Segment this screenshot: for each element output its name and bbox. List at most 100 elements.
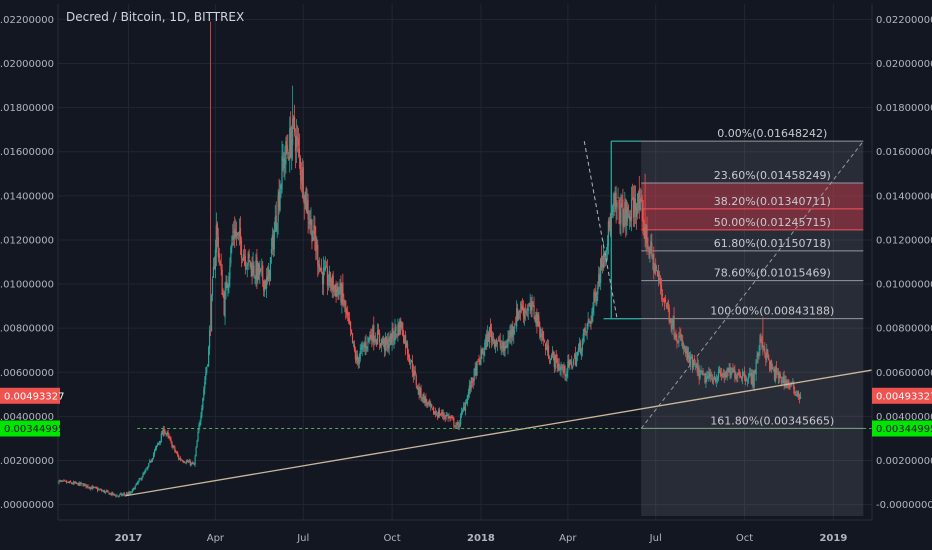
support-price-badge-bg [0, 420, 60, 437]
candle-body [655, 263, 657, 272]
candle-body [419, 387, 421, 396]
candle-body [149, 460, 151, 463]
candle-body [595, 292, 597, 301]
candle-body [666, 302, 668, 305]
candle-body [465, 403, 468, 405]
candle-body [766, 349, 768, 358]
candle-body [355, 356, 357, 361]
candle-body [401, 323, 403, 328]
candle-body [524, 309, 526, 313]
candle-body [696, 362, 698, 373]
candle-body [130, 492, 132, 494]
candle-body [71, 483, 74, 485]
candle-body [187, 461, 189, 463]
candle-body [727, 369, 729, 371]
candle-body [587, 320, 589, 327]
candle-body [436, 414, 439, 418]
candle-body [331, 276, 333, 290]
candle-body [438, 410, 441, 416]
candle-body [282, 159, 284, 161]
candle-body [673, 315, 675, 337]
candle-body [606, 243, 609, 251]
candle-body [396, 333, 398, 335]
candle-body [330, 286, 332, 288]
x-tick-label: 2017 [115, 533, 143, 544]
candle-body [600, 258, 602, 283]
candle-body [317, 244, 319, 266]
candle-body [105, 490, 107, 492]
candle-body [88, 487, 90, 489]
candle-body [265, 280, 267, 289]
candle-body [498, 338, 500, 340]
candle-body [429, 400, 431, 406]
candle-body [527, 308, 529, 311]
candle-body [711, 377, 713, 379]
candle-body [87, 484, 89, 488]
candle-body [676, 339, 678, 343]
candle-body [496, 342, 498, 345]
candle-body [686, 350, 688, 355]
candle-body [140, 478, 142, 480]
candle-body [695, 364, 697, 366]
candle-body [206, 366, 208, 374]
candle-body [230, 247, 232, 264]
candle-body [372, 326, 374, 342]
candle-body [84, 483, 86, 485]
candle-body [77, 483, 79, 486]
last-price-badge-bg [872, 387, 932, 404]
candle-body [689, 356, 692, 365]
candle-body [511, 325, 513, 338]
candle-body [518, 310, 521, 312]
candle-body [278, 192, 280, 208]
drawings[interactable] [125, 140, 873, 497]
fib-level-label: 61.80%(0.01150718) [714, 237, 831, 250]
candle-body [246, 265, 248, 267]
candle-body [607, 221, 609, 247]
candle-body [378, 333, 381, 343]
fibonacci-retracement[interactable]: 0.00%(0.01648242) 23.60%(0.01458249) 38.20… [611, 127, 864, 517]
candle-body [742, 371, 745, 373]
candle-body [128, 492, 131, 494]
candle-body [686, 348, 689, 360]
candle-body [76, 482, 78, 484]
candle-body [651, 243, 653, 257]
candle-body [531, 300, 533, 310]
candle-body [667, 300, 669, 310]
candle-body [718, 369, 721, 373]
candle-body [576, 352, 579, 357]
candle-body [386, 339, 388, 345]
candle-body [302, 167, 304, 200]
candle-body [580, 350, 582, 356]
candle-body [360, 347, 362, 350]
candle-body [207, 364, 209, 366]
candle-body [787, 382, 789, 384]
candle-body [59, 480, 61, 482]
candle-body [664, 298, 666, 303]
candle-body [395, 326, 397, 332]
candle-body [365, 342, 367, 349]
candle-body [510, 330, 512, 336]
candle-body [305, 187, 307, 210]
candle-body [755, 359, 757, 375]
candle-body [768, 355, 770, 361]
candle-body [500, 346, 502, 349]
support-price-badge: 0.00344995 [876, 424, 932, 435]
candle-body [180, 458, 182, 460]
candle-body [299, 157, 301, 176]
candle-body [273, 230, 275, 250]
candle-body [58, 480, 60, 484]
candle-body [622, 199, 624, 227]
candle-body [312, 237, 314, 241]
candle-body [115, 495, 117, 497]
candle-body [751, 372, 753, 385]
candle-body [337, 286, 339, 293]
candle-body [147, 466, 149, 469]
candle-body [366, 346, 368, 350]
candle-body [196, 441, 198, 448]
candle-body [703, 374, 705, 375]
candle-body [471, 377, 473, 382]
candle-body [571, 361, 573, 367]
candle-body [490, 330, 493, 340]
candle-body [205, 373, 207, 381]
